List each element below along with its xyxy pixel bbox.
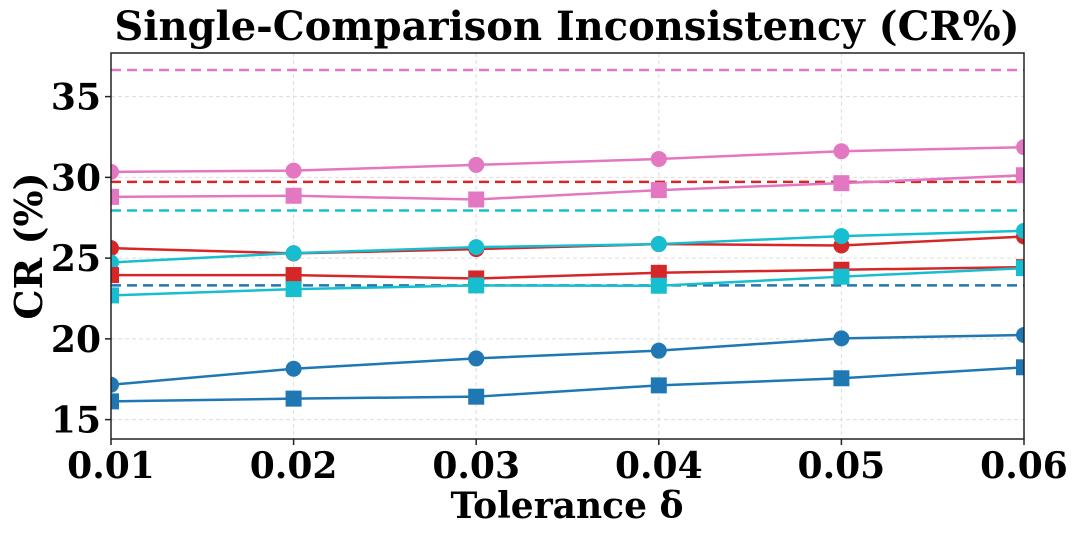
x-axis-label: Tolerance δ <box>450 485 683 527</box>
data-point <box>285 267 302 284</box>
series-line <box>111 366 1024 403</box>
y-tick-label: 20 <box>51 319 101 361</box>
data-point <box>833 143 850 160</box>
data-point <box>111 240 119 257</box>
data-point <box>1016 139 1024 156</box>
y-axis-label: CR (%) <box>6 172 51 319</box>
data-point <box>468 156 485 173</box>
data-point <box>650 182 667 199</box>
data-point <box>285 360 302 377</box>
x-tick-label: 0.04 <box>615 445 703 487</box>
series-square-e377c2 <box>111 167 1024 208</box>
series-square-d62728 <box>111 259 1024 287</box>
series-line <box>111 265 1024 280</box>
data-point <box>650 277 667 294</box>
x-tick-label: 0.02 <box>250 445 338 487</box>
data-point <box>1016 359 1024 376</box>
data-point <box>650 342 667 359</box>
data-point <box>833 268 850 285</box>
data-point <box>111 163 119 180</box>
data-point <box>111 376 119 393</box>
data-point <box>650 264 667 281</box>
y-tick-label: 15 <box>51 400 101 442</box>
series-line <box>111 266 1024 297</box>
series-square-1f77b4 <box>111 359 1024 410</box>
data-point <box>1016 167 1024 184</box>
data-point <box>285 187 302 204</box>
data-point <box>111 188 119 205</box>
y-ticks: 15 20 25 30 35 <box>51 77 111 442</box>
data-point <box>833 228 850 245</box>
data-point <box>468 191 485 208</box>
y-tick-label: 35 <box>51 77 101 119</box>
data-point <box>650 236 667 253</box>
data-point <box>1016 222 1024 239</box>
x-tick-label: 0.03 <box>432 445 520 487</box>
series-circle-e377c2 <box>111 139 1024 180</box>
series-square-17becf <box>111 260 1024 304</box>
series-circle-1f77b4 <box>111 326 1024 393</box>
data-point <box>285 281 302 298</box>
series-line <box>111 174 1024 201</box>
y-tick-label: 30 <box>51 157 101 199</box>
chart-title: Single-Comparison Inconsistency (CR%) <box>114 3 1019 50</box>
data-point <box>285 245 302 262</box>
data-point <box>468 350 485 367</box>
series-line <box>111 145 1024 174</box>
data-point <box>111 254 119 271</box>
x-tick-label: 0.06 <box>980 445 1068 487</box>
data-point <box>285 162 302 179</box>
series-line <box>111 229 1024 264</box>
data-point <box>468 239 485 256</box>
data-point <box>650 150 667 167</box>
x-ticks: 0.01 0.02 0.03 0.04 0.05 0.06 <box>67 439 1068 487</box>
data-point <box>833 175 850 192</box>
series-line <box>111 333 1024 386</box>
data-point <box>468 388 485 405</box>
data-point <box>468 277 485 294</box>
data-point <box>285 390 302 407</box>
x-tick-label: 0.05 <box>798 445 886 487</box>
data-point <box>833 370 850 387</box>
series-circle-17becf <box>111 222 1024 271</box>
data-point <box>650 377 667 394</box>
data-point <box>111 393 119 410</box>
data-point <box>1016 326 1024 343</box>
data-point <box>1016 260 1024 277</box>
data-point <box>111 267 119 284</box>
y-tick-label: 25 <box>51 238 101 280</box>
data-point <box>833 330 850 347</box>
x-tick-label: 0.01 <box>67 445 155 487</box>
series-group <box>111 139 1024 410</box>
plot-frame <box>110 52 1025 440</box>
data-point <box>111 287 119 304</box>
